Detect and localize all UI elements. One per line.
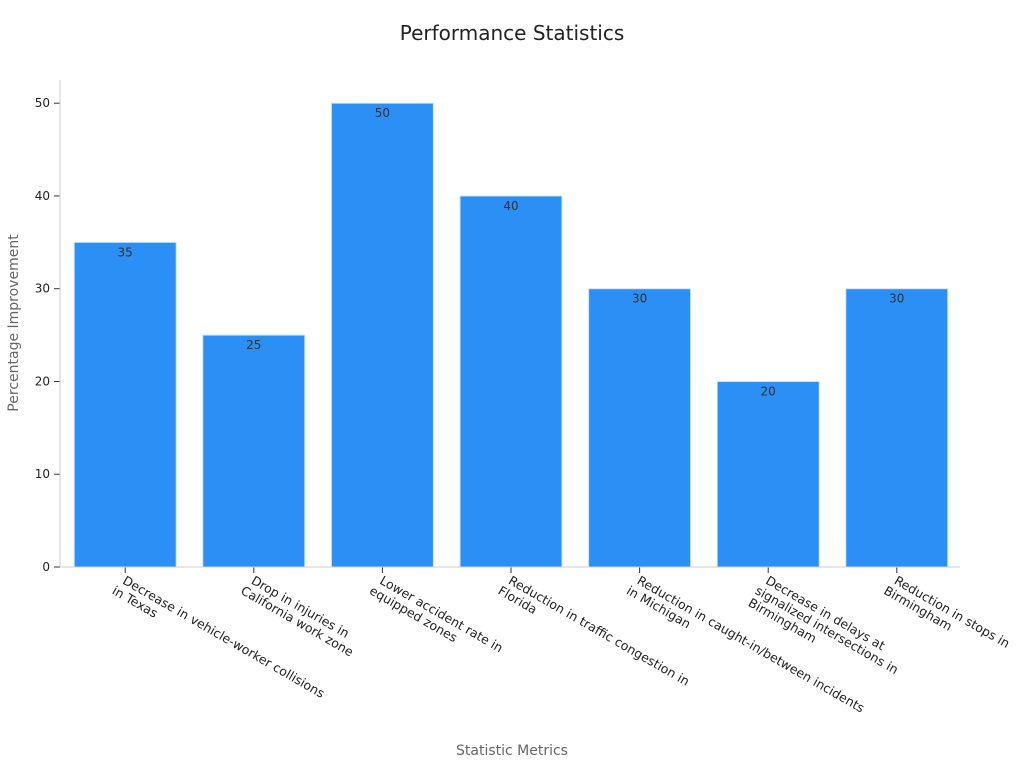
data-label: 30	[889, 292, 904, 306]
bar	[73, 241, 177, 568]
y-tick-label: 10	[35, 467, 50, 481]
y-tick-label: 20	[35, 374, 50, 388]
bar	[202, 334, 306, 568]
bar	[588, 288, 692, 568]
data-label: 35	[118, 245, 133, 259]
y-tick-label: 50	[35, 96, 50, 110]
data-label: 20	[761, 384, 776, 398]
chart-title: Performance Statistics	[400, 21, 625, 45]
y-tick-label: 30	[35, 282, 50, 296]
x-tick-label-line: Lower accident rate in	[377, 573, 505, 656]
y-tick-label: 40	[35, 189, 50, 203]
x-tick-label: Reduction in caught-in/between incidents…	[624, 571, 867, 728]
data-label: 50	[375, 106, 390, 120]
bar	[845, 288, 949, 568]
y-axis-title: Percentage Improvement	[6, 234, 22, 412]
x-axis-title: Statistic Metrics	[456, 743, 568, 759]
x-tick-label: Reduction in stops inBirmingham	[881, 571, 1012, 663]
x-tick-label-line: Decrease in vehicle-worker collisions	[120, 573, 327, 701]
plot-area: 0 10 20 30 40 50 35 Decrease in vehicle-worker …	[35, 96, 1013, 728]
bar	[459, 195, 563, 568]
bar	[330, 102, 434, 568]
data-label: 25	[246, 338, 261, 352]
y-tick-label: 0	[42, 560, 50, 574]
data-label: 40	[503, 199, 518, 213]
x-tick-label: Decrease in vehicle-worker collisionsin …	[110, 571, 328, 713]
x-tick-label-line: Reduction in caught-in/between incidents	[635, 573, 868, 716]
x-tick-label: Decrease in delays atsignalized intersec…	[746, 571, 908, 690]
bar	[716, 380, 820, 568]
x-tick-label: Lower accident rate inequipped zones	[367, 571, 506, 668]
data-label: 30	[632, 292, 647, 306]
